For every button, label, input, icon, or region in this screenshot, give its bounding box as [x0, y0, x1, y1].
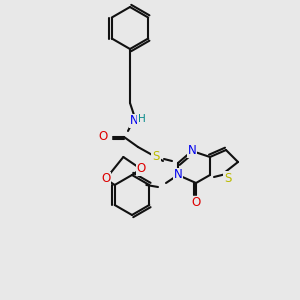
Text: S: S — [152, 151, 160, 164]
Text: H: H — [138, 114, 146, 124]
Text: O: O — [98, 130, 108, 143]
Text: N: N — [188, 145, 196, 158]
Text: S: S — [224, 172, 232, 184]
Text: O: O — [101, 172, 110, 185]
Text: O: O — [136, 163, 146, 176]
Text: O: O — [191, 196, 201, 209]
Text: N: N — [130, 115, 138, 128]
Text: N: N — [174, 169, 182, 182]
